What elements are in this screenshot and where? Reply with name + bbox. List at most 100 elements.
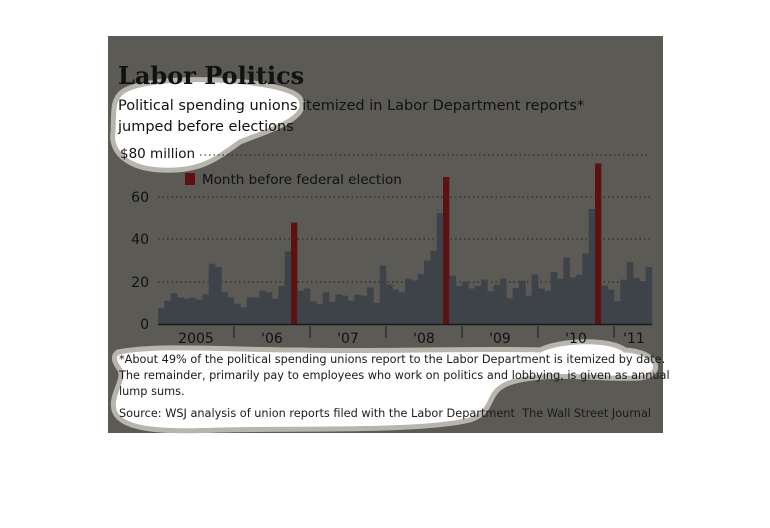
bar	[341, 295, 349, 324]
bar	[645, 267, 653, 324]
chart-subtitle-line-1: Political spending unions itemized in La…	[118, 98, 584, 114]
bar	[620, 279, 627, 324]
bar	[379, 265, 387, 324]
footnote-line-1: *About 49% of the political spending uni…	[119, 353, 665, 366]
bar	[563, 257, 570, 324]
bar	[525, 295, 532, 324]
x-ticks	[233, 326, 615, 338]
bar	[170, 293, 178, 324]
bar	[398, 292, 406, 324]
bar	[265, 292, 273, 324]
bar	[487, 291, 494, 324]
bar	[335, 294, 342, 324]
x-tick-label-11: '11	[623, 331, 645, 347]
bar	[240, 307, 247, 324]
bar	[303, 288, 311, 324]
bar	[183, 298, 190, 324]
bar	[455, 285, 463, 324]
bar	[360, 295, 368, 324]
bar	[221, 292, 228, 324]
bar	[367, 287, 374, 324]
bar	[227, 297, 235, 324]
bar	[626, 262, 634, 324]
bar	[246, 297, 254, 324]
bar	[329, 302, 336, 324]
bar	[322, 292, 330, 324]
bar	[481, 279, 488, 324]
bar	[512, 288, 520, 324]
bar	[259, 290, 266, 324]
bar	[177, 297, 184, 324]
bar	[569, 277, 577, 324]
y-tick-20: 20	[131, 275, 149, 291]
bar	[614, 301, 621, 324]
bar	[234, 303, 241, 324]
bars	[158, 163, 653, 325]
bar	[392, 289, 399, 324]
bar	[493, 284, 501, 324]
bar	[253, 297, 260, 324]
bar	[284, 251, 292, 324]
legend-label: Month before federal election	[202, 172, 402, 188]
legend-swatch	[185, 173, 195, 185]
bar	[164, 300, 171, 324]
bar-election-month	[595, 163, 602, 324]
bar	[550, 272, 558, 324]
bar	[436, 212, 444, 324]
bar-election-month	[443, 176, 450, 324]
bar	[607, 289, 615, 324]
bar	[417, 273, 425, 324]
bar	[633, 277, 640, 324]
bar	[272, 298, 279, 324]
x-tick-label-07: '07	[337, 331, 359, 347]
gridlines	[158, 154, 652, 283]
x-tick-label-06: '06	[261, 331, 283, 347]
y-tick-0: 0	[140, 317, 149, 333]
bar	[348, 300, 355, 324]
bar	[474, 285, 482, 324]
y-axis-unit-label: $80 million	[120, 146, 195, 162]
bar	[531, 274, 539, 324]
bar	[430, 250, 437, 324]
credit-note: The Wall Street Journal	[521, 407, 651, 420]
footnote-line-3: lump sums.	[119, 385, 185, 398]
x-tick-label-10: '10	[565, 331, 587, 347]
chart-subtitle-line-2: jumped before elections	[117, 119, 294, 135]
bar	[278, 285, 285, 324]
x-tick-label-09: '09	[489, 331, 511, 347]
highlight-blob-footnote	[110, 339, 659, 434]
bar	[449, 275, 456, 324]
highlight-blob-title	[110, 77, 305, 173]
x-tick-label-2005: 2005	[178, 331, 214, 347]
bar	[354, 294, 361, 324]
y-tick-60: 60	[131, 190, 149, 206]
y-tick-40: 40	[131, 232, 149, 248]
bar	[373, 302, 380, 325]
bar	[544, 290, 551, 324]
bar	[468, 288, 475, 324]
bar	[576, 274, 583, 324]
bar	[582, 253, 589, 324]
bar-election-month	[291, 222, 298, 324]
bar	[424, 260, 431, 324]
footnote-line-2: The remainder, primarily pay to employee…	[118, 369, 670, 382]
bar	[601, 285, 608, 324]
bar	[316, 304, 323, 324]
bar	[506, 298, 513, 324]
bar	[588, 209, 596, 324]
bar	[310, 301, 317, 324]
bar	[215, 266, 222, 324]
x-tick-label-08: '08	[413, 331, 435, 347]
bar	[411, 280, 418, 324]
bar	[462, 281, 469, 324]
chart-title: Labor Politics	[118, 61, 304, 90]
bar	[538, 288, 545, 324]
bar	[519, 280, 526, 324]
bar	[500, 278, 507, 324]
bar	[158, 308, 165, 324]
bar	[196, 299, 203, 324]
bar	[405, 278, 412, 324]
bar	[639, 281, 646, 324]
bar	[208, 263, 216, 324]
